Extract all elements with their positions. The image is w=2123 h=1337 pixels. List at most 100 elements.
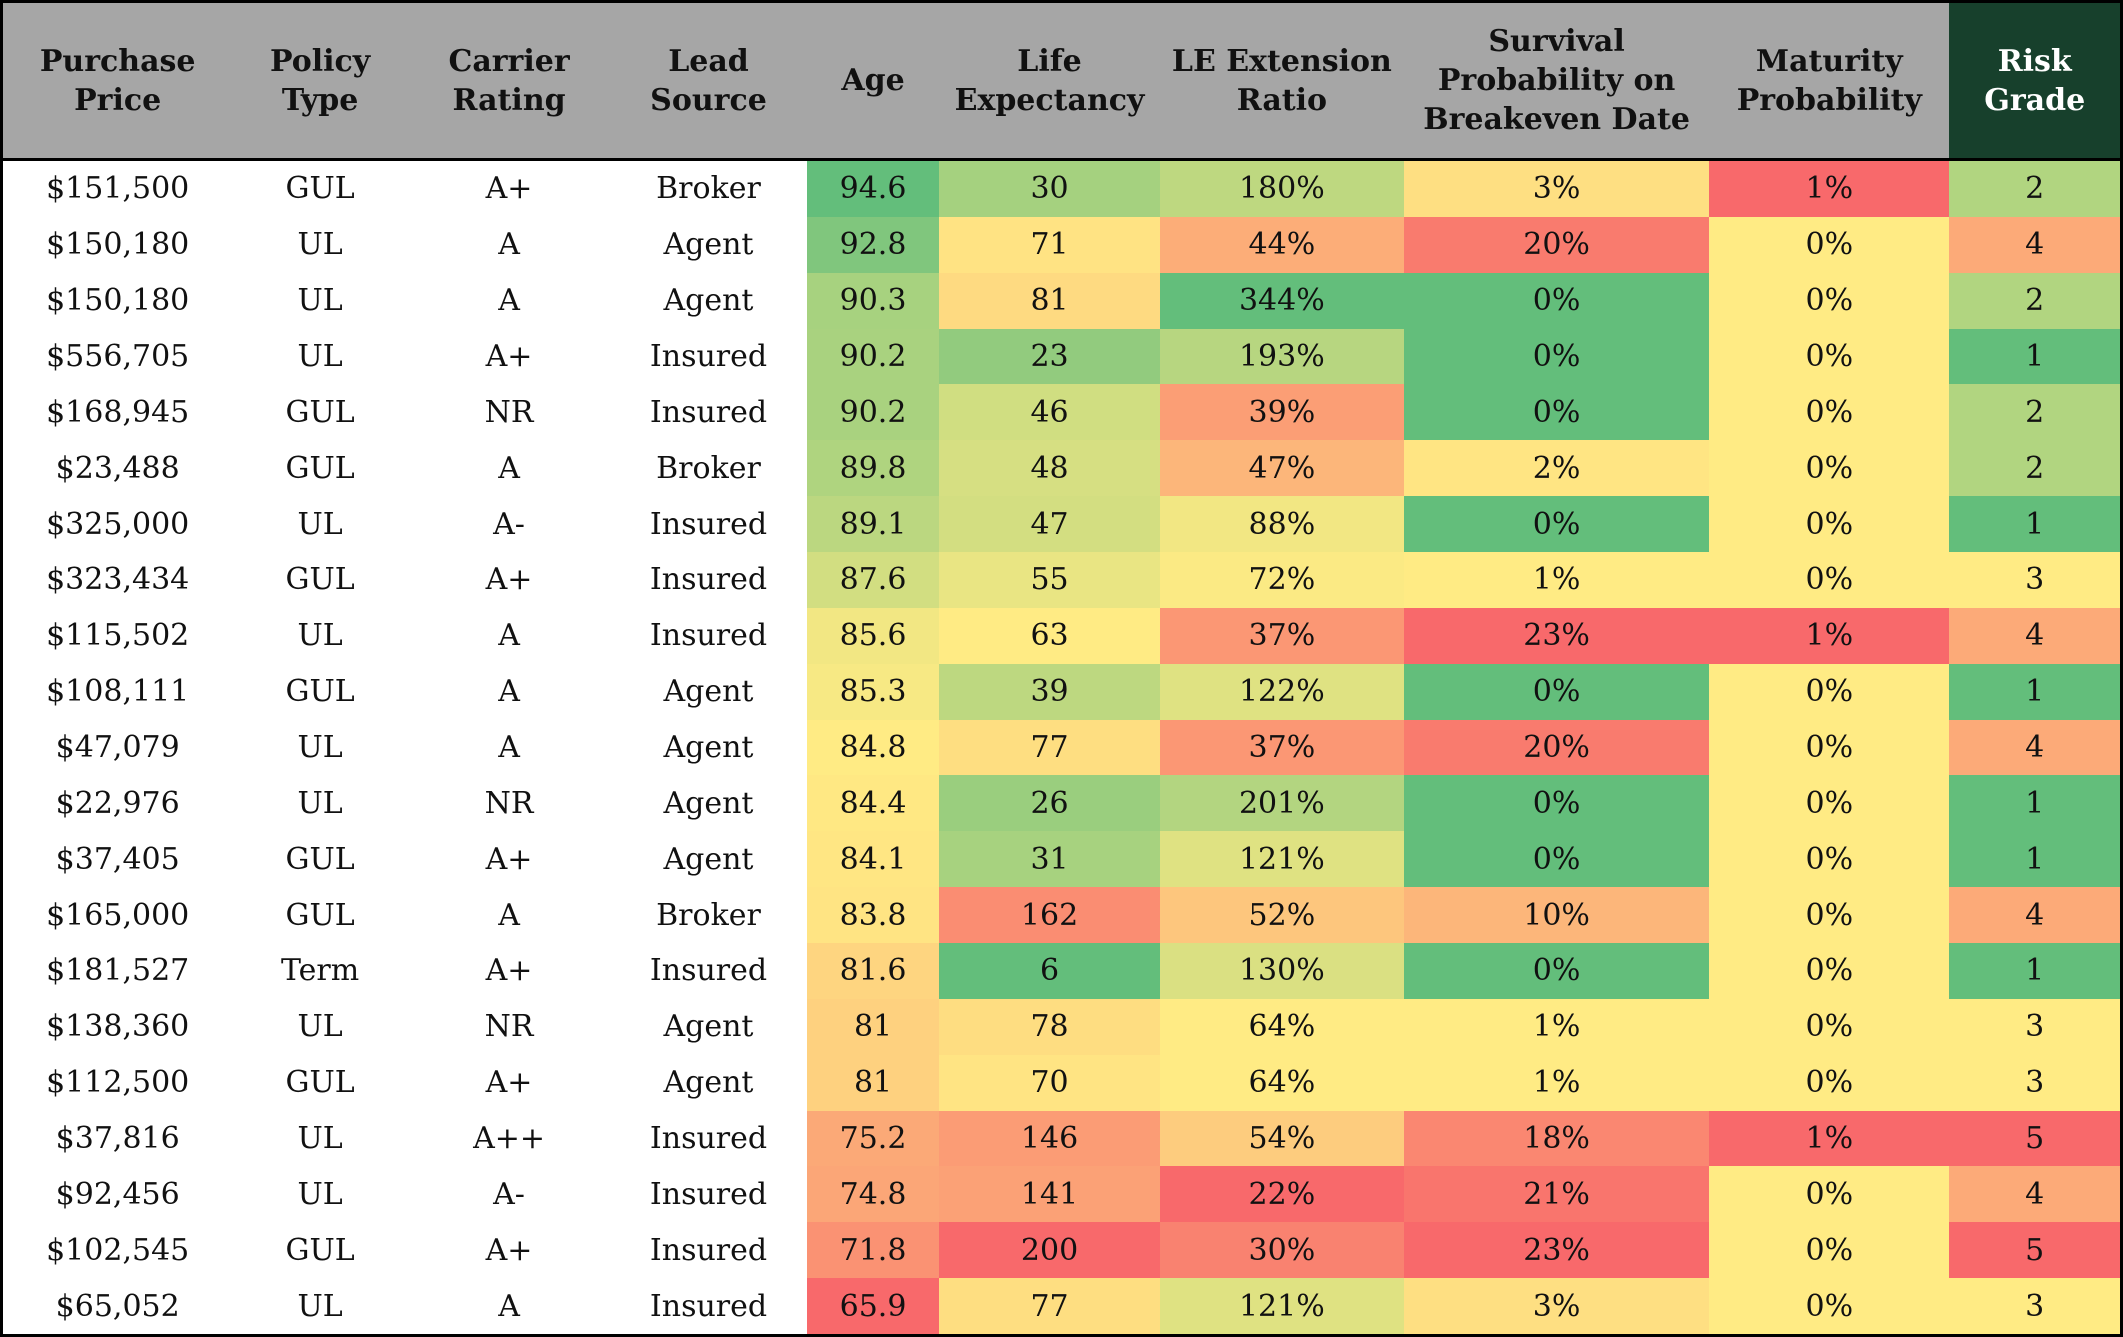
table-cell: 81 [806, 1054, 940, 1111]
table-cell: $168,945 [46, 394, 190, 430]
table-cell: Agent [663, 1065, 754, 1101]
table-cell: $181,527 [46, 953, 190, 989]
table-cell: $150,180 [46, 227, 190, 263]
table-cell: 3% [1404, 161, 1710, 217]
table-cell: 1 [1949, 831, 2120, 888]
table-cell: UL [297, 1120, 343, 1156]
table-cell: 0% [1709, 496, 1950, 552]
table-cell: 46 [939, 384, 1160, 441]
table-cell: Insured [649, 506, 768, 542]
table-cell: 0% [1709, 998, 1950, 1055]
table-cell: 55 [939, 552, 1160, 608]
table-cell: 63 [939, 607, 1160, 664]
table-cell: Broker [656, 897, 761, 933]
table-cell: 3 [1949, 552, 2120, 608]
table-cell: UL [297, 227, 343, 263]
table-cell: 84.8 [806, 719, 940, 776]
table-cell: 84.4 [806, 775, 940, 832]
table-cell: UL [297, 283, 343, 319]
table-cell: A- [493, 1176, 525, 1212]
table-cell: $102,545 [46, 1232, 190, 1268]
table-cell: $323,434 [46, 562, 190, 598]
table-cell: UL [297, 1176, 343, 1212]
table-cell: 4 [1949, 1166, 2120, 1223]
table-cell: 3 [1949, 1278, 2120, 1334]
table-cell: 0% [1404, 272, 1710, 329]
table-cell: $23,488 [55, 450, 180, 486]
table-cell: 81 [806, 998, 940, 1055]
table-cell: 81.6 [806, 943, 940, 999]
table-cell: Broker [656, 450, 761, 486]
table-cell: 1% [1709, 161, 1950, 217]
table-cell: A [498, 450, 520, 486]
table-cell: 64% [1159, 1054, 1405, 1111]
table-cell: 26 [939, 775, 1160, 832]
table-cell: 2 [1949, 272, 2120, 329]
table-cell: Agent [663, 283, 754, 319]
table-cell: A+ [485, 1065, 533, 1101]
table-cell: 0% [1709, 663, 1950, 720]
table-cell: 2 [1949, 384, 2120, 441]
table-cell: Insured [649, 338, 768, 374]
table-cell: 0% [1709, 887, 1950, 943]
table-cell: Broker [656, 171, 761, 207]
table-cell: 3 [1949, 1054, 2120, 1111]
table-cell: A+ [485, 1232, 533, 1268]
table-cell: Term [280, 953, 360, 989]
table-cell: 44% [1159, 216, 1405, 273]
table-cell: 0% [1709, 1278, 1950, 1334]
table-cell: 94.6 [806, 161, 940, 217]
table-cell: Insured [649, 1288, 768, 1324]
table-cell: 5 [1949, 1222, 2120, 1279]
table-cell: 92.8 [806, 216, 940, 273]
table-cell: 1 [1949, 663, 2120, 720]
table-cell: 52% [1159, 887, 1405, 943]
table-cell: 75.2 [806, 1110, 940, 1167]
table-cell: 47 [939, 496, 1160, 552]
table-cell: 0% [1709, 831, 1950, 888]
table-cell: 0% [1709, 440, 1950, 497]
table-cell: 64% [1159, 998, 1405, 1055]
table-cell: 47% [1159, 440, 1405, 497]
table-cell: 146 [939, 1110, 1160, 1167]
table-cell: 71.8 [806, 1222, 940, 1279]
table-cell: A [498, 674, 520, 710]
table-cell: Agent [663, 785, 754, 821]
table-cell: UL [297, 1288, 343, 1324]
table-cell: A [498, 729, 520, 765]
table-cell: 1 [1949, 775, 2120, 832]
table-cell: 90.3 [806, 272, 940, 329]
table-cell: $151,500 [46, 171, 190, 207]
table-cell: GUL [285, 841, 355, 877]
column-header: Policy Type [232, 3, 408, 161]
table-cell: 4 [1949, 216, 2120, 273]
column-header: Carrier Rating [407, 3, 611, 161]
table-cell: NR [484, 394, 534, 430]
table-cell: 5 [1949, 1110, 2120, 1167]
table-cell: 0% [1404, 328, 1710, 385]
table-cell: Agent [663, 227, 754, 263]
table-cell: 1% [1404, 998, 1710, 1055]
table-cell: 90.2 [806, 328, 940, 385]
table-cell: GUL [285, 171, 355, 207]
table-cell: 18% [1404, 1110, 1710, 1167]
column-header: Life Expectancy [939, 3, 1160, 161]
table-cell: 39 [939, 663, 1160, 720]
table-cell: 70 [939, 1054, 1160, 1111]
table-cell: 0% [1709, 719, 1950, 776]
table-cell: $22,976 [55, 785, 180, 821]
column-header: Survival Probability on Breakeven Date [1404, 3, 1710, 161]
table-cell: 3 [1949, 998, 2120, 1055]
table-cell: 10% [1404, 887, 1710, 943]
table-cell: A [498, 227, 520, 263]
column-header: LE Extension Ratio [1159, 3, 1405, 161]
table-cell: 0% [1404, 943, 1710, 999]
table-cell: 1% [1709, 1110, 1950, 1167]
table-cell: NR [484, 1009, 534, 1045]
table-cell: 0% [1404, 384, 1710, 441]
table-cell: 0% [1709, 552, 1950, 608]
table-cell: 1 [1949, 328, 2120, 385]
table-cell: 20% [1404, 719, 1710, 776]
table-cell: 0% [1709, 272, 1950, 329]
